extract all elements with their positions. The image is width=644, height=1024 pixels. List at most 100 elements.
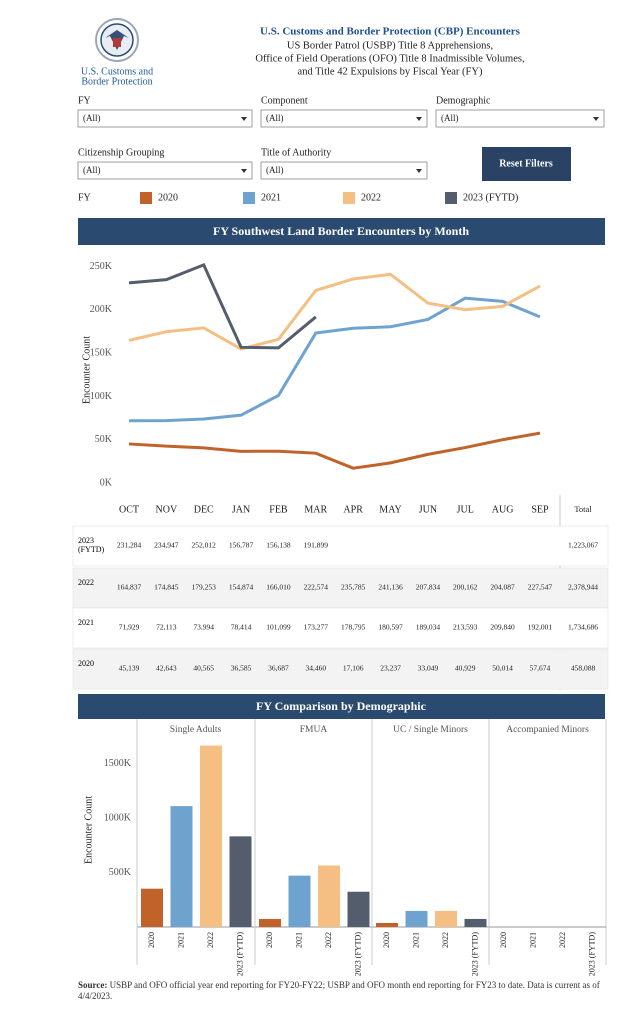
filter-label: Demographic xyxy=(436,95,491,106)
x-tick-label: 2023 (FYTD) xyxy=(353,932,362,977)
section-header xyxy=(78,694,605,719)
table-cell: 174,845 xyxy=(154,583,179,592)
dropdown-value: (All) xyxy=(83,113,101,123)
filter-label: FY xyxy=(78,95,91,106)
table-cell: 50,014 xyxy=(492,664,513,673)
table-cell: 164,837 xyxy=(117,583,142,592)
column-header: AUG xyxy=(492,504,514,515)
x-tick-label: 2021 xyxy=(528,932,537,948)
source-note: Source: USBP and OFO official year end r… xyxy=(78,980,608,1002)
table-cell: 71,929 xyxy=(119,623,140,632)
x-tick-label: 2022 xyxy=(441,932,450,948)
table-cell: 179,253 xyxy=(192,583,217,592)
source-label: Source: xyxy=(78,980,108,990)
legend-label: 2022 xyxy=(361,192,381,203)
y-tick-label: 50K xyxy=(95,434,113,445)
table-cell: 36,585 xyxy=(231,664,252,673)
table-cell: 209,840 xyxy=(490,623,515,632)
y-tick-label: 1000K xyxy=(104,812,132,823)
table-cell: 241,136 xyxy=(378,583,403,592)
bar xyxy=(170,806,193,927)
dropdown[interactable] xyxy=(260,161,428,180)
subtitle: US Border Patrol (USBP) Title 8 Apprehen… xyxy=(287,40,493,51)
logo-text: U.S. Customs and xyxy=(81,66,153,77)
x-tick-label: 2022 xyxy=(324,932,333,948)
column-header: MAR xyxy=(304,504,327,515)
table-cell: 40,565 xyxy=(193,664,214,673)
dropdown[interactable] xyxy=(260,109,428,128)
table-cell: 156,138 xyxy=(266,541,291,550)
table-cell: 222,574 xyxy=(304,583,329,592)
y-tick-label: 500K xyxy=(109,867,132,878)
legend-label: 2020 xyxy=(158,192,178,203)
reset-button[interactable] xyxy=(482,147,571,181)
reset-button-label[interactable]: Reset Filters xyxy=(499,158,553,169)
x-tick-label: 2023 (FYTD) xyxy=(470,932,479,977)
line-series xyxy=(128,272,541,351)
x-tick-label: 2020 xyxy=(499,932,508,948)
dropdown-value: (All) xyxy=(441,113,459,123)
column-header: OCT xyxy=(119,504,139,515)
x-tick-label: 2021 xyxy=(411,932,420,948)
table-cell: 36,687 xyxy=(268,664,289,673)
chart-title: FY Southwest Land Border Encounters by M… xyxy=(213,224,469,238)
table-cell: 191,899 xyxy=(304,541,329,550)
table-cell: 178,795 xyxy=(341,623,366,632)
table-cell: 234,947 xyxy=(154,541,179,550)
bar xyxy=(464,918,487,927)
table-cell: 73,994 xyxy=(193,623,214,632)
chart-title: FY Comparison by Demographic xyxy=(256,699,427,713)
dropdown[interactable] xyxy=(77,161,253,180)
table-row xyxy=(72,648,609,690)
column-header: SEP xyxy=(531,504,549,515)
table-cell: 156,787 xyxy=(229,541,254,550)
x-tick-label: 2021 xyxy=(294,932,303,948)
x-tick-label: 2023 (FYTD) xyxy=(587,932,596,977)
source-text: USBP and OFO official year end reporting… xyxy=(78,980,600,1001)
legend-swatch xyxy=(243,192,255,204)
row-label: 2021 xyxy=(78,618,94,627)
legend-swatch xyxy=(140,192,152,204)
bar xyxy=(259,918,281,927)
y-axis-label: Encounter Count xyxy=(83,796,94,864)
bar xyxy=(318,865,340,927)
table-cell: 17,106 xyxy=(343,664,364,673)
legend-label: 2021 xyxy=(261,192,281,203)
column-header: NOV xyxy=(156,504,178,515)
y-tick-label: 200K xyxy=(90,304,113,315)
dropdown-value: (All) xyxy=(266,165,284,175)
bar xyxy=(405,910,428,927)
bar xyxy=(141,888,163,927)
row-label: 2020 xyxy=(78,659,94,668)
table-total: 2,378,944 xyxy=(568,583,598,592)
dropdown-value: (All) xyxy=(83,165,101,175)
table-cell: 180,597 xyxy=(378,623,403,632)
panel-title: FMUA xyxy=(300,725,328,735)
bar xyxy=(229,836,252,927)
logo-seal xyxy=(95,18,139,62)
table-cell: 78,414 xyxy=(231,623,252,632)
table-cell: 101,099 xyxy=(266,623,291,632)
legend-label: 2023 (FYTD) xyxy=(463,192,518,203)
legend-swatch xyxy=(343,192,355,204)
table-total: 1,223,067 xyxy=(568,541,598,550)
y-tick-label: 0K xyxy=(100,477,113,488)
dropdown[interactable] xyxy=(77,109,253,128)
panel-title: UC / Single Minors xyxy=(393,725,468,735)
x-tick-label: 2020 xyxy=(265,932,274,948)
table-cell: 166,010 xyxy=(266,583,291,592)
table-cell: 72,113 xyxy=(156,623,177,632)
row-label: 2023 (FYTD) xyxy=(78,536,105,554)
x-tick-label: 2021 xyxy=(176,932,185,948)
bar xyxy=(347,891,370,927)
column-header: JAN xyxy=(232,504,250,515)
dropdown[interactable] xyxy=(435,109,605,128)
column-header: JUN xyxy=(419,504,437,515)
table-cell: 231,284 xyxy=(117,541,142,550)
legend-swatch xyxy=(445,192,457,204)
row-label: 2022 xyxy=(78,578,94,587)
table-cell: 252,012 xyxy=(192,541,217,550)
table-cell: 57,674 xyxy=(530,664,551,673)
column-header: APR xyxy=(343,504,363,515)
